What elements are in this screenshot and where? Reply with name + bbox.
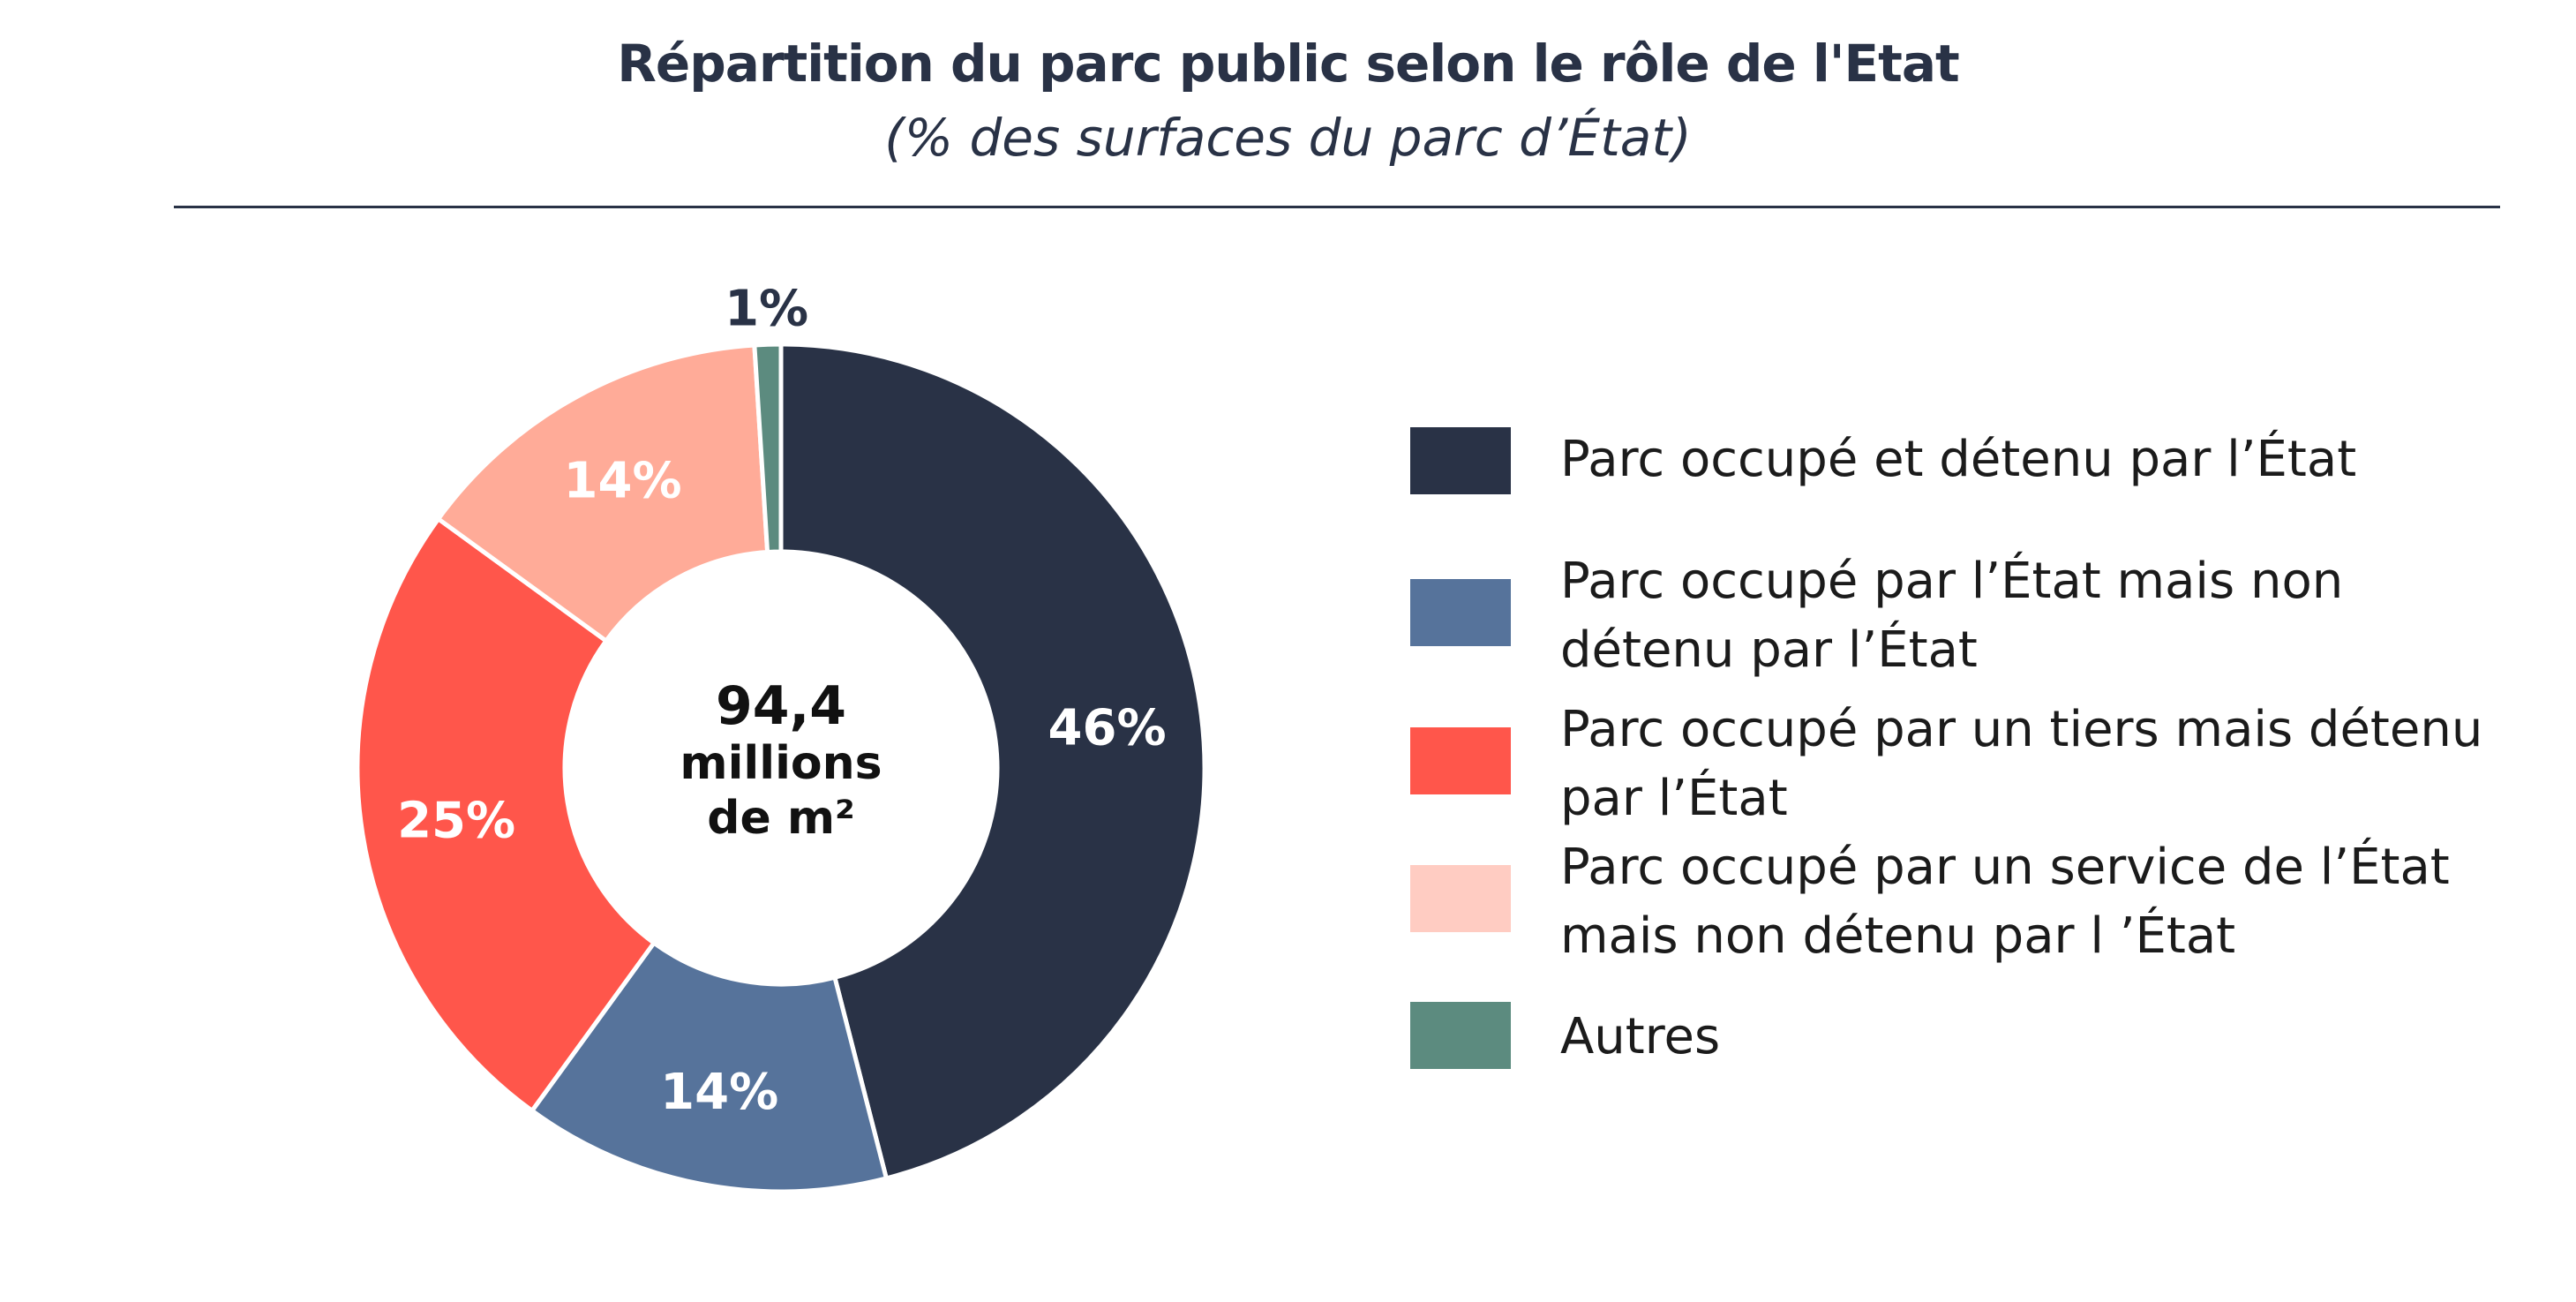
legend-swatch xyxy=(1410,427,1511,494)
data-label-2: 14% xyxy=(660,1064,778,1121)
donut-slice-1 xyxy=(778,342,1207,1181)
data-label-1: 46% xyxy=(1048,699,1167,756)
title-divider xyxy=(174,206,2500,208)
legend-swatch xyxy=(1410,579,1511,646)
center-label-line-3: de m² xyxy=(707,792,855,845)
legend-label: Autres xyxy=(1560,1003,2566,1072)
chart-title: Répartition du parc public selon le rôle… xyxy=(617,34,1960,94)
legend-label: Parc occupé et détenu par l’État xyxy=(1560,425,2566,494)
donut-slice-5 xyxy=(752,342,784,555)
legend-label-line: Autres xyxy=(1560,1008,1721,1065)
donut-slice-4 xyxy=(435,342,770,644)
legend-swatch xyxy=(1410,865,1511,932)
chart-subtitle: (% des surfaces du parc d’État) xyxy=(884,108,1692,168)
data-label-5: 1% xyxy=(725,280,808,337)
legend-label-line: Parc occupé par un tiers mais détenu xyxy=(1560,701,2483,758)
legend: Parc occupé et détenu par l’État Parc occ… xyxy=(1410,0,2557,1302)
data-label-3: 25% xyxy=(397,792,515,849)
data-label-4: 14% xyxy=(564,453,682,510)
legend-label: Parc occupé par l’État mais non détenu pa… xyxy=(1560,547,2566,685)
donut-slice-3 xyxy=(355,516,657,1114)
legend-label-line: Parc occupé par un service de l’État xyxy=(1560,839,2450,896)
legend-swatch xyxy=(1410,1002,1511,1069)
donut-slice-2 xyxy=(529,939,890,1194)
legend-label: Parc occupé par un service de l’État mais… xyxy=(1560,833,2566,971)
center-label-line-2: millions xyxy=(680,737,882,790)
legend-swatch xyxy=(1410,727,1511,794)
legend-label-line: par l’État xyxy=(1560,770,1788,827)
legend-label-line: Parc occupé et détenu par l’État xyxy=(1560,431,2357,488)
legend-label-line: détenu par l’État xyxy=(1560,621,1978,679)
legend-label-line: mais non détenu par l ’État xyxy=(1560,907,2236,965)
center-label-line-1: 94,4 xyxy=(716,675,846,737)
legend-label: Parc occupé par un tiers mais détenu par … xyxy=(1560,696,2566,833)
legend-label-line: Parc occupé par l’État mais non xyxy=(1560,553,2344,610)
